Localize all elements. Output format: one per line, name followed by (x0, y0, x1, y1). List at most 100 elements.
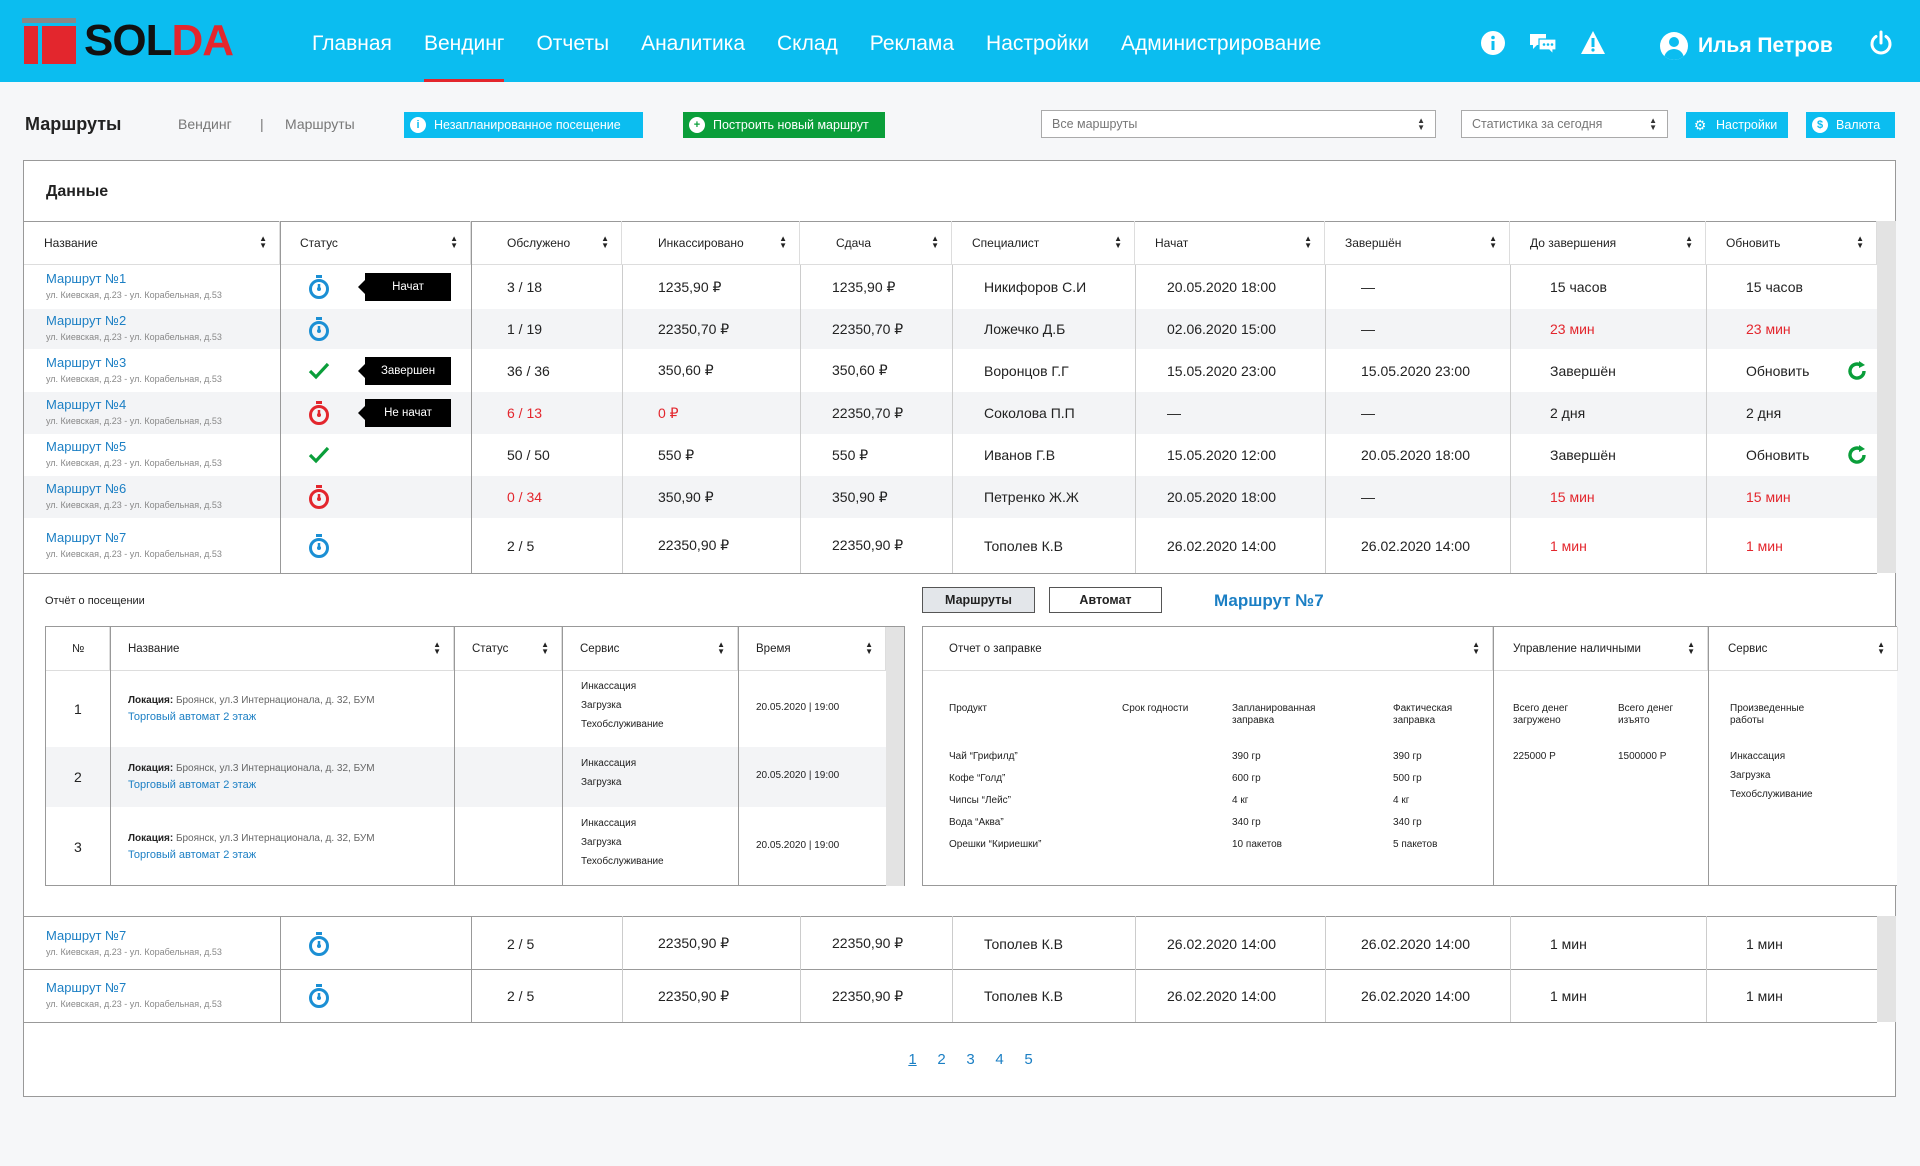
sort-icon[interactable]: ▲ ▼ (931, 234, 939, 250)
build-route-button[interactable]: + Построить новый маршрут (683, 112, 885, 138)
visit-column-header[interactable]: Название ▲ ▼ (110, 627, 454, 671)
table-row[interactable]: Маршрут №7 ул. Киевская, д.23 - ул. Кораб… (24, 917, 1877, 970)
refresh-button[interactable] (1846, 444, 1868, 466)
column-header-upd[interactable]: Обновить ▲ ▼ (1706, 221, 1877, 265)
route-name-link[interactable]: Маршрут №7 (46, 529, 127, 545)
visit-column-header[interactable]: Статус ▲ ▼ (454, 627, 562, 671)
sort-icon[interactable]: ▲ ▼ (259, 234, 267, 250)
table-row[interactable]: Маршрут №5 ул. Киевская, д.23 - ул. Кораб… (24, 434, 1877, 476)
sort-icon[interactable]: ▲ ▼ (865, 640, 873, 656)
table-row[interactable]: Маршрут №7 ул. Киевская, д.23 - ул. Кораб… (24, 970, 1877, 1022)
page-link-3[interactable]: 3 (966, 1051, 975, 1068)
nav-item-3[interactable]: Аналитика (641, 32, 746, 55)
page-link-5[interactable]: 5 (1024, 1051, 1033, 1068)
sort-icon[interactable]: ▲ ▼ (1685, 234, 1693, 250)
sort-icon[interactable]: ▲ ▼ (601, 234, 609, 250)
column-header-served[interactable]: Обслужено ▲ ▼ (471, 221, 622, 265)
route-name-link[interactable]: Маршрут №3 (46, 354, 127, 370)
refresh-button[interactable] (1846, 360, 1868, 382)
logo[interactable]: SOLDA (22, 18, 234, 64)
report-column-header[interactable]: Сервис ▲ ▼ (1708, 627, 1898, 671)
route-name-link[interactable]: Маршрут №5 (46, 439, 127, 454)
info-icon[interactable] (1480, 30, 1506, 56)
table-row[interactable]: Маршрут №7 ул. Киевская, д.23 - ул. Кораб… (24, 518, 1877, 573)
table-row[interactable]: Маршрут №4 ул. Киевская, д.23 - ул. Кораб… (24, 392, 1877, 434)
bottom-scrollbar[interactable] (1877, 916, 1896, 1022)
page-link-2[interactable]: 2 (937, 1051, 946, 1068)
table-row[interactable]: Маршрут №3 ул. Киевская, д.23 - ул. Кораб… (24, 349, 1877, 392)
routes-select[interactable]: Все маршруты ▲ ▼ (1041, 110, 1436, 138)
sort-icon[interactable]: ▲ ▼ (541, 640, 549, 656)
machine-link[interactable]: Торговый автомат 2 этаж (128, 779, 257, 791)
route-name-link[interactable]: Маршрут №7 (46, 980, 127, 995)
cell-upd[interactable]: Обновить (1746, 447, 1810, 463)
sort-icon[interactable]: ▲ ▼ (1856, 234, 1864, 250)
user-menu[interactable]: Илья Петров (1660, 0, 1833, 92)
route-name-link[interactable]: Маршрут №1 (46, 271, 127, 286)
column-header-start[interactable]: Начат ▲ ▼ (1135, 221, 1325, 265)
route-name-link[interactable]: Маршрут №4 (46, 397, 127, 412)
nav-item-5[interactable]: Реклама (869, 32, 955, 55)
currency-button[interactable]: $ Валюта (1806, 112, 1895, 138)
table-row[interactable]: Маршрут №2 ул. Киевская, д.23 - ул. Кораб… (24, 309, 1877, 349)
refresh-icon[interactable] (1846, 444, 1868, 466)
column-header-left[interactable]: До завершения ▲ ▼ (1510, 221, 1706, 265)
visit-row[interactable]: 1 Локация: Броянск, ул.3 Интернационала, … (46, 671, 886, 747)
sort-icon[interactable]: ▲ ▼ (450, 234, 458, 250)
route-address: ул. Киевская, д.23 - ул. Корабельная, д.… (46, 332, 222, 342)
refresh-icon[interactable] (1846, 360, 1868, 382)
route-name-link[interactable]: Маршрут №2 (46, 313, 127, 328)
sort-icon[interactable]: ▲ ▼ (1687, 640, 1695, 656)
report-column-header[interactable]: Отчет о заправке ▲ ▼ (923, 627, 1493, 671)
nav-item-2[interactable]: Отчеты (536, 32, 610, 55)
stats-select[interactable]: Статистика за сегодня ▲ ▼ (1461, 110, 1668, 138)
machine-link[interactable]: Торговый автомат 2 этаж (128, 848, 257, 861)
unplanned-visit-button[interactable]: i Незапланированное посещение (404, 112, 643, 138)
settings-button[interactable]: ⚙ Настройки (1686, 112, 1788, 138)
sort-icon[interactable]: ▲ ▼ (717, 640, 725, 656)
warning-icon[interactable] (1580, 30, 1606, 56)
nav-item-0[interactable]: Главная (312, 32, 392, 55)
sort-icon[interactable]: ▲ ▼ (1114, 234, 1122, 250)
chat-icon[interactable] (1528, 30, 1558, 56)
report-column-header[interactable]: Управление наличными ▲ ▼ (1493, 627, 1708, 671)
visit-column-header[interactable]: № (46, 627, 110, 671)
table-row[interactable]: Маршрут №6 ул. Киевская, д.23 - ул. Кораб… (24, 476, 1877, 518)
page-link-4[interactable]: 4 (995, 1051, 1004, 1068)
visits-scrollbar[interactable] (886, 627, 904, 886)
nav-item-7[interactable]: Администрирование (1121, 32, 1322, 55)
work-item: Техобслуживание (1730, 789, 1813, 800)
breadcrumb-routes[interactable]: Маршруты (285, 116, 355, 132)
column-header-name[interactable]: Название ▲ ▼ (24, 221, 280, 265)
column-header-spec[interactable]: Специалист ▲ ▼ (952, 221, 1135, 265)
nav-item-6[interactable]: Настройки (986, 32, 1090, 55)
sort-icon[interactable]: ▲ ▼ (1489, 234, 1497, 250)
column-header-end[interactable]: Завершён ▲ ▼ (1325, 221, 1510, 265)
column-header-change[interactable]: Сдача ▲ ▼ (800, 221, 952, 265)
table-row[interactable]: Маршрут №1 ул. Киевская, д.23 - ул. Кораб… (24, 265, 1877, 309)
tab-machine[interactable]: Автомат (1049, 587, 1162, 613)
sort-icon[interactable]: ▲ ▼ (779, 234, 787, 250)
visit-column-header[interactable]: Время ▲ ▼ (738, 627, 886, 671)
nav-item-4[interactable]: Склад (777, 32, 838, 55)
sort-icon[interactable]: ▲ ▼ (1877, 640, 1885, 656)
sort-icon[interactable]: ▲ ▼ (433, 640, 441, 656)
nav-item-1[interactable]: Вендинг (408, 0, 521, 82)
machine-link[interactable]: Торговый автомат 2 этаж (128, 711, 257, 723)
column-header-status[interactable]: Статус ▲ ▼ (280, 221, 471, 265)
page-link-1[interactable]: 1 (908, 1051, 917, 1068)
sort-icon[interactable]: ▲ ▼ (1472, 640, 1480, 656)
settings-label: Настройки (1716, 118, 1778, 132)
power-icon[interactable] (1868, 30, 1894, 56)
visit-row[interactable]: 3 Локация: Броянск, ул.3 Интернационала, … (46, 807, 886, 886)
route-name-link[interactable]: Маршрут №7 (46, 927, 127, 943)
cell-upd[interactable]: Обновить (1746, 362, 1810, 379)
breadcrumb-vending[interactable]: Вендинг (178, 116, 232, 132)
table-scrollbar[interactable] (1877, 221, 1896, 573)
route-name-link[interactable]: Маршрут №6 (46, 481, 127, 496)
sort-icon[interactable]: ▲ ▼ (1304, 234, 1312, 250)
visit-column-header[interactable]: Сервис ▲ ▼ (562, 627, 738, 671)
visit-row[interactable]: 2 Локация: Броянск, ул.3 Интернационала, … (46, 747, 886, 807)
tab-routes[interactable]: Маршруты (922, 587, 1035, 613)
column-header-collected[interactable]: Инкассировано ▲ ▼ (622, 221, 800, 265)
